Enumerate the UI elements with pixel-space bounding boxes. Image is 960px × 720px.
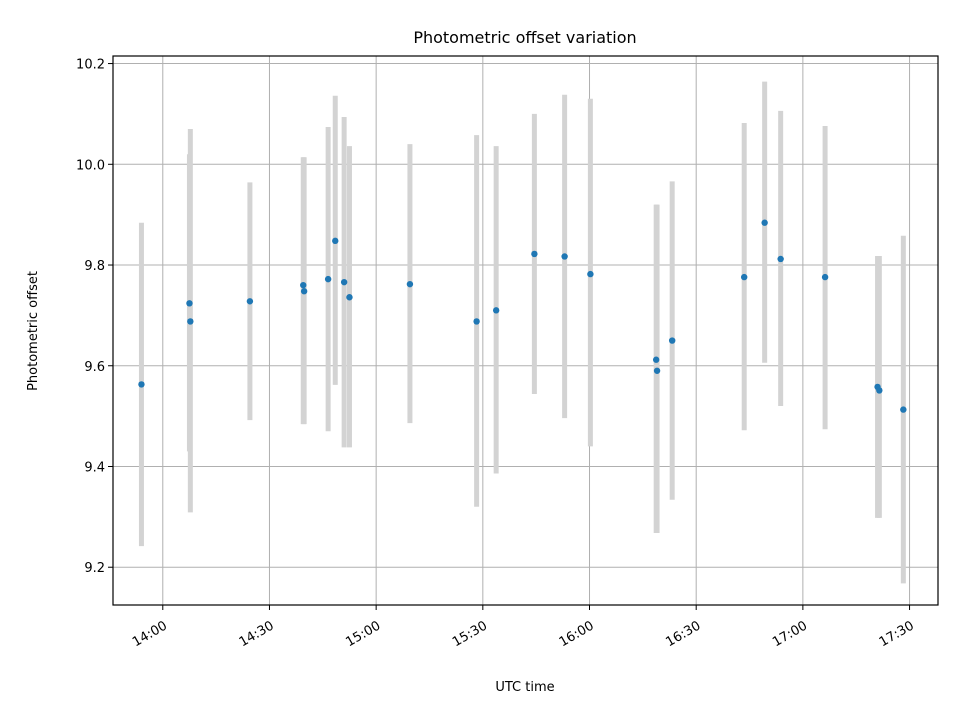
y-tick-label: 9.6 [84, 360, 105, 375]
data-point [138, 381, 145, 388]
data-point [186, 300, 193, 307]
data-point [346, 294, 353, 301]
data-point [473, 318, 480, 325]
data-point [652, 356, 660, 363]
y-tick-label: 9.4 [84, 460, 105, 475]
data-points [138, 219, 907, 413]
data-point [300, 288, 308, 295]
data-point [531, 250, 538, 258]
data-point [900, 406, 907, 413]
data-point [324, 275, 332, 283]
data-point [332, 237, 339, 245]
data-point [876, 387, 883, 394]
data-point [561, 253, 568, 260]
data-point [653, 367, 661, 374]
data-point [300, 281, 307, 289]
chart-title: Photometric offset variation [413, 28, 636, 47]
data-point [187, 318, 194, 325]
y-axis-label: Photometric offset [26, 271, 41, 391]
data-point [246, 298, 254, 305]
y-axis-ticks: 9.2 9.4 9.6 9.8 10.0 10.2 [76, 58, 113, 576]
x-axis-label: UTC time [495, 680, 554, 695]
y-tick-label: 9.2 [84, 561, 105, 576]
y-tick-label: 10.0 [76, 158, 105, 173]
y-tick-label: 9.8 [84, 259, 105, 274]
y-tick-label: 10.2 [76, 58, 105, 73]
data-point [587, 270, 594, 278]
plot-frame [112, 55, 939, 606]
data-point [492, 307, 500, 314]
data-point [668, 337, 676, 344]
data-point [740, 273, 748, 281]
data-point [821, 273, 829, 281]
data-point [340, 278, 348, 286]
data-point [761, 219, 768, 226]
data-point [406, 280, 414, 288]
data-point [777, 255, 784, 263]
